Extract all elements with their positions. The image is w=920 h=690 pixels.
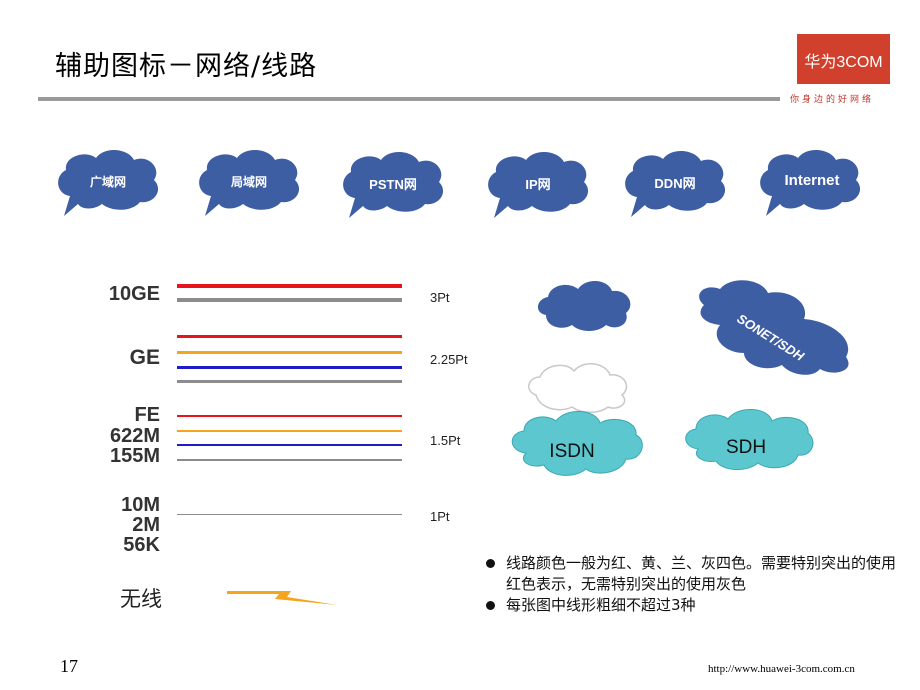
note-text: 线路颜色一般为红、黄、兰、灰四色。需要特别突出的使用红色表示，无需特别突出的使用…: [506, 554, 897, 593]
line-fe-red: [177, 415, 402, 417]
thickness-label-3pt: 3Pt: [430, 290, 450, 305]
notes-list: 线路颜色一般为红、黄、兰、灰四色。需要特别突出的使用红色表示，无需特别突出的使用…: [486, 553, 906, 616]
ip-cloud-label: IP网: [525, 177, 550, 192]
speed-label-10ge: 10GE: [108, 283, 160, 305]
footer-url: http://www.huawei-3com.com.cn: [708, 663, 855, 675]
sonet-sdh-cloud-icon: SONET/SDH: [699, 280, 849, 375]
lan-cloud-icon: 局域网: [199, 149, 300, 216]
sdh-label: SDH: [726, 437, 766, 458]
wan-cloud-icon: 广域网: [58, 149, 159, 216]
wan-cloud-label: 广域网: [90, 174, 126, 189]
line-ge-gray: [177, 380, 402, 383]
speed-label-fe: FE: [134, 404, 160, 426]
speed-label-155m: 155M: [109, 445, 160, 467]
ddn-cloud-icon: DDN网: [625, 150, 726, 217]
line-fe-gray: [177, 459, 402, 461]
logo-slogan: 你身边的好网络: [790, 95, 875, 105]
isdn-cloud-icon: ISDN: [511, 411, 643, 476]
thickness-label-225pt: 2.25Pt: [430, 352, 468, 367]
speed-label-wireless: 无线: [120, 587, 162, 611]
network-cloud-row: 广域网 局域网 PSTN网 IP网 DDN网 Internet: [58, 149, 861, 218]
line-ge-orange: [177, 351, 402, 354]
line-10m-gray: [177, 514, 402, 515]
line-ge-red: [177, 335, 402, 338]
page-number: 17: [60, 656, 78, 676]
speed-label-10m: 10M: [121, 494, 160, 516]
line-fe-blue: [177, 444, 402, 446]
speed-label-2m: 2M: [132, 514, 160, 536]
bullet-icon: [486, 559, 495, 568]
blue-cloud-icon: [537, 280, 631, 331]
white-cloud-icon: [528, 363, 628, 413]
ip-cloud-icon: IP网: [488, 151, 589, 218]
title-divider: [38, 97, 780, 101]
internet-cloud-icon: Internet: [760, 149, 861, 216]
pstn-cloud-icon: PSTN网: [343, 151, 444, 218]
logo-text: 华为3COM: [804, 54, 883, 71]
network-cloud-group: SONET/SDH ISDN SDH: [511, 280, 849, 476]
bullet-icon: [486, 601, 495, 610]
speed-label-56k: 56K: [123, 534, 160, 556]
pstn-cloud-label: PSTN网: [369, 177, 417, 192]
page-title: 辅助图标－网络/线路: [55, 51, 318, 82]
speed-label-ge: GE: [129, 346, 160, 369]
wireless-lightning-icon: [227, 591, 337, 605]
line-10ge-red: [177, 284, 402, 288]
line-10ge-gray: [177, 298, 402, 302]
note-item: 每张图中线形粗细不超过3种: [486, 595, 906, 616]
lan-cloud-label: 局域网: [231, 174, 267, 189]
line-fe-orange: [177, 430, 402, 432]
sdh-cloud-icon: SDH: [685, 409, 814, 470]
isdn-label: ISDN: [549, 441, 594, 462]
logo: [797, 34, 890, 84]
internet-cloud-label: Internet: [784, 172, 839, 189]
speed-label-622m: 622M: [109, 425, 160, 447]
ddn-cloud-label: DDN网: [654, 176, 695, 191]
thickness-label-15pt: 1.5Pt: [430, 433, 461, 448]
note-text: 每张图中线形粗细不超过3种: [506, 596, 696, 614]
line-ge-blue: [177, 366, 402, 369]
thickness-label-1pt: 1Pt: [430, 509, 450, 524]
note-item: 线路颜色一般为红、黄、兰、灰四色。需要特别突出的使用红色表示，无需特别突出的使用…: [486, 553, 906, 595]
